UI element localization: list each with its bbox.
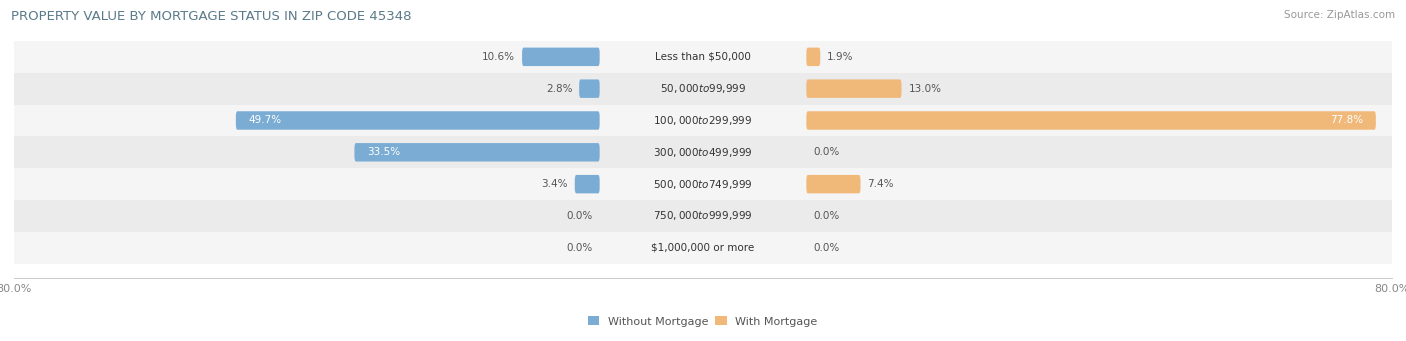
Bar	[14, 168, 1392, 200]
Text: 49.7%: 49.7%	[249, 116, 281, 125]
Text: 7.4%: 7.4%	[868, 179, 894, 189]
Text: 13.0%: 13.0%	[908, 84, 942, 94]
Text: 77.8%: 77.8%	[1330, 116, 1362, 125]
Text: 0.0%: 0.0%	[813, 243, 839, 253]
Bar	[14, 73, 1392, 105]
FancyBboxPatch shape	[807, 175, 860, 193]
Text: 0.0%: 0.0%	[813, 211, 839, 221]
Text: $750,000 to $999,999: $750,000 to $999,999	[654, 209, 752, 222]
FancyBboxPatch shape	[236, 111, 599, 130]
Text: Source: ZipAtlas.com: Source: ZipAtlas.com	[1284, 10, 1395, 20]
FancyBboxPatch shape	[522, 48, 599, 66]
Bar	[14, 105, 1392, 136]
Text: $300,000 to $499,999: $300,000 to $499,999	[654, 146, 752, 159]
Text: $1,000,000 or more: $1,000,000 or more	[651, 243, 755, 253]
FancyBboxPatch shape	[807, 79, 901, 98]
Text: 10.6%: 10.6%	[482, 52, 515, 62]
Text: 0.0%: 0.0%	[813, 147, 839, 157]
FancyBboxPatch shape	[575, 175, 599, 193]
Text: 0.0%: 0.0%	[567, 243, 593, 253]
FancyBboxPatch shape	[579, 79, 599, 98]
Bar	[14, 200, 1392, 232]
Bar	[14, 41, 1392, 73]
Text: 0.0%: 0.0%	[567, 211, 593, 221]
FancyBboxPatch shape	[354, 143, 599, 162]
Text: Less than $50,000: Less than $50,000	[655, 52, 751, 62]
Legend: Without Mortgage, With Mortgage: Without Mortgage, With Mortgage	[588, 316, 818, 327]
Bar	[14, 232, 1392, 264]
FancyBboxPatch shape	[807, 111, 1376, 130]
Text: $100,000 to $299,999: $100,000 to $299,999	[654, 114, 752, 127]
Text: 2.8%: 2.8%	[546, 84, 572, 94]
FancyBboxPatch shape	[807, 48, 820, 66]
Text: $500,000 to $749,999: $500,000 to $749,999	[654, 178, 752, 191]
Text: 1.9%: 1.9%	[827, 52, 853, 62]
Text: $50,000 to $99,999: $50,000 to $99,999	[659, 82, 747, 95]
Text: 3.4%: 3.4%	[541, 179, 568, 189]
Bar	[14, 136, 1392, 168]
Text: PROPERTY VALUE BY MORTGAGE STATUS IN ZIP CODE 45348: PROPERTY VALUE BY MORTGAGE STATUS IN ZIP…	[11, 10, 412, 23]
Text: 33.5%: 33.5%	[367, 147, 401, 157]
